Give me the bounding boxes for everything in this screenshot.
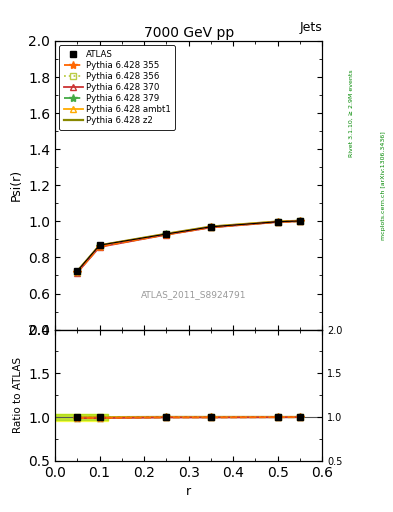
Y-axis label: Ratio to ATLAS: Ratio to ATLAS xyxy=(13,357,23,433)
Text: Rivet 3.1.10, ≥ 2.9M events: Rivet 3.1.10, ≥ 2.9M events xyxy=(349,69,354,157)
Text: Jets: Jets xyxy=(299,21,322,34)
Y-axis label: Psi(r): Psi(r) xyxy=(9,169,22,201)
X-axis label: r: r xyxy=(186,485,191,498)
Title: 7000 GeV pp: 7000 GeV pp xyxy=(143,26,234,40)
Legend: ATLAS, Pythia 6.428 355, Pythia 6.428 356, Pythia 6.428 370, Pythia 6.428 379, P: ATLAS, Pythia 6.428 355, Pythia 6.428 35… xyxy=(59,45,175,130)
Text: mcplots.cern.ch [arXiv:1306.3436]: mcplots.cern.ch [arXiv:1306.3436] xyxy=(381,131,386,240)
Text: ATLAS_2011_S8924791: ATLAS_2011_S8924791 xyxy=(141,290,247,300)
